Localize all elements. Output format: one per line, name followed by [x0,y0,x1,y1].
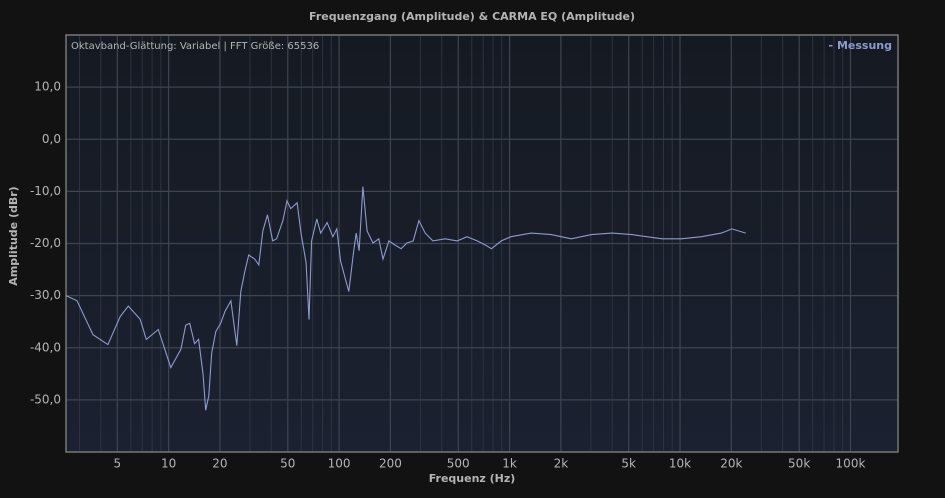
y-tick-label: 10,0 [34,80,61,94]
x-tick-label: 100k [836,457,866,471]
x-tick-label: 20k [720,457,742,471]
y-tick-label: 0,0 [42,132,61,146]
chart-title: Frequenzgang (Amplitude) & CARMA EQ (Amp… [309,10,635,23]
legend-label: Messung [837,39,892,52]
x-tick-label: 20 [212,457,227,471]
x-tick-label: 10 [161,457,176,471]
x-tick-label: 1k [502,457,517,471]
data-line [65,186,746,411]
x-tick-label: 5k [621,457,636,471]
plot-border [65,34,899,453]
x-tick-label: 10k [669,457,691,471]
y-axis-label: Amplitude (dBr) [7,186,20,285]
annotation: Oktavband-Glättung: Variabel | FFT Größe… [71,41,319,52]
x-tick-label: 500 [447,457,470,471]
legend-entry: - Messung [829,39,892,52]
y-tick-label: -40,0 [30,340,61,354]
x-tick-label: 200 [379,457,402,471]
x-tick-label: 100 [328,457,351,471]
x-tick-label: 50k [788,457,810,471]
x-tick-label: 5 [113,457,121,471]
y-tick-label: -20,0 [30,236,61,250]
x-tick-label: 2k [554,457,569,471]
y-tick-label: -50,0 [30,392,61,406]
y-tick-label: -30,0 [30,288,61,302]
x-axis-label: Frequenz (Hz) [429,472,516,485]
y-tick-label: -10,0 [30,184,61,198]
x-tick-label: 50 [280,457,295,471]
